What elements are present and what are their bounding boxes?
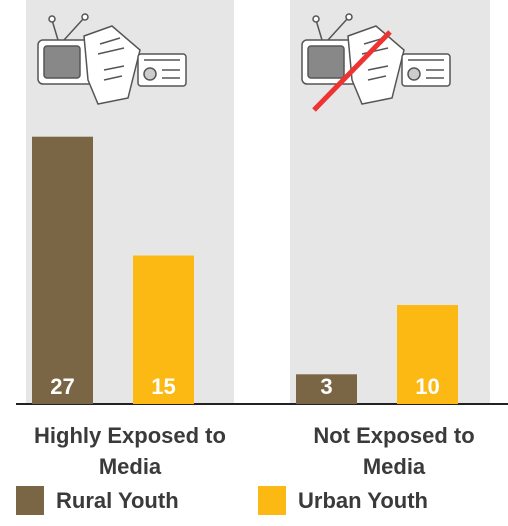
bar [296,374,357,404]
legend-label: Rural Youth [56,488,179,513]
bar [133,255,194,404]
category-label: Not Exposed to Media [313,423,475,479]
legend-swatch [16,486,44,515]
bar [32,136,93,404]
category-label: Highly Exposed to Media [34,423,226,479]
bar [397,305,458,404]
data-label: 10 [415,374,439,399]
media-icon [37,13,187,105]
data-label: 15 [151,374,175,399]
cross-line [312,30,392,112]
legend-swatch [258,486,286,515]
legend-label: Urban Youth [298,488,428,513]
data-label: 27 [50,374,74,399]
data-label: 3 [320,374,332,399]
